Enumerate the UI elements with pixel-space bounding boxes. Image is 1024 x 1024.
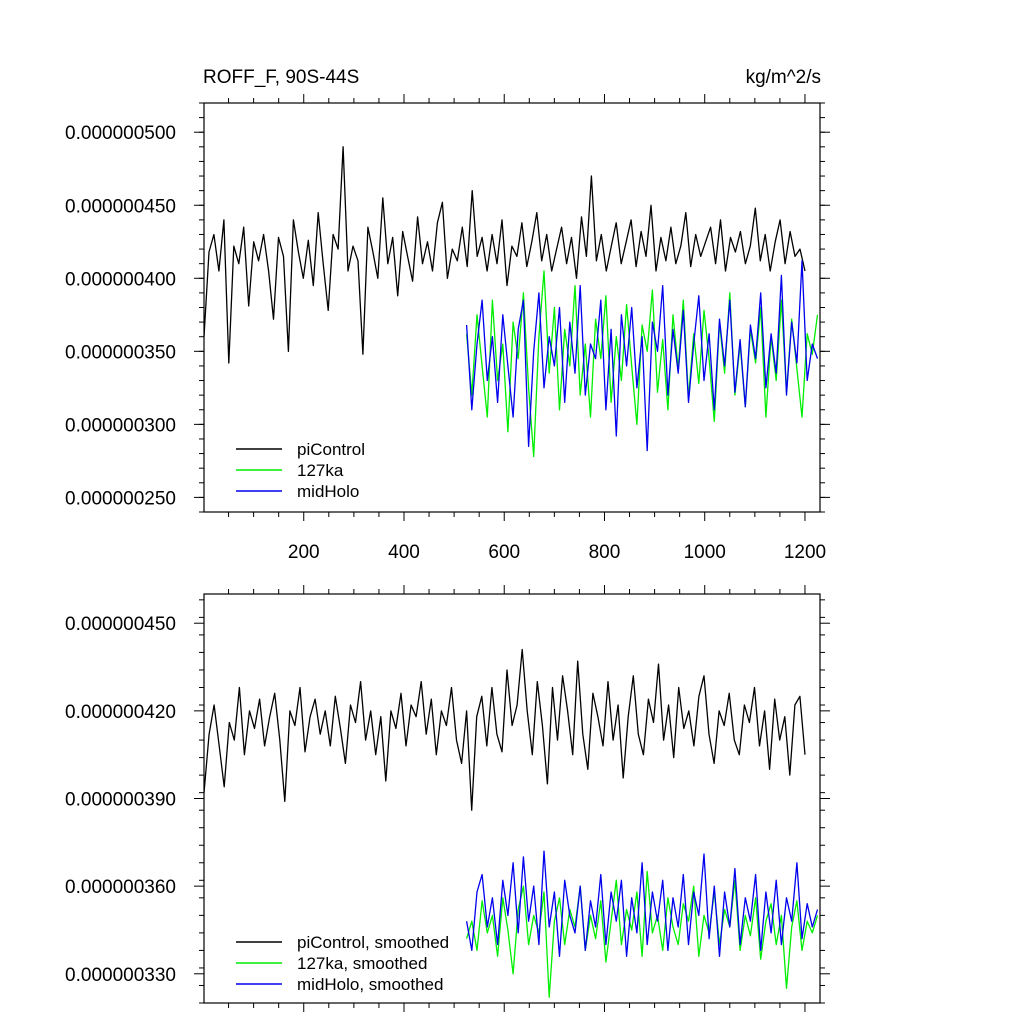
y-tick-label: 0.000000250 bbox=[65, 488, 176, 509]
y-tick-label: 0.000000390 bbox=[65, 790, 176, 811]
legend-label-picontrol: piControl bbox=[297, 440, 365, 459]
legend-label-midholo: midHolo bbox=[297, 482, 359, 501]
y-tick-label: 0.000000330 bbox=[65, 965, 176, 986]
x-tick-label: 200 bbox=[288, 542, 320, 563]
bottom-legend: piControl, smoothed 127ka, smoothed midHol… bbox=[236, 933, 449, 994]
series-line-127ka bbox=[465, 270, 819, 458]
legend-label-picontrol-smoothed: piControl, smoothed bbox=[297, 933, 449, 952]
top-legend: piControl 127ka midHolo bbox=[236, 440, 365, 501]
x-tick-label: 600 bbox=[488, 542, 520, 563]
series-line-picontrol-smoothed bbox=[203, 648, 806, 811]
y-tick-label: 0.000000400 bbox=[65, 269, 176, 290]
legend-label-127ka-smoothed: 127ka, smoothed bbox=[297, 954, 427, 973]
y-tick-label: 0.000000300 bbox=[65, 415, 176, 436]
legend-label-midholo-smoothed: midHolo, smoothed bbox=[297, 975, 443, 994]
y-tick-label: 0.000000500 bbox=[65, 123, 176, 144]
bottom-panel: 0.000000330 0.000000360 0.000000390 0.00000… bbox=[65, 585, 830, 1012]
y-tick-label: 0.000000420 bbox=[65, 702, 176, 723]
y-tick-label: 0.000000350 bbox=[65, 342, 176, 363]
bottom-series-layer bbox=[203, 648, 819, 998]
x-tick-label: 800 bbox=[589, 542, 621, 563]
x-tick-label: 400 bbox=[388, 542, 420, 563]
y-tick-label: 0.000000360 bbox=[65, 877, 176, 898]
top-plot-frame bbox=[203, 102, 821, 513]
y-tick-label: 0.000000450 bbox=[65, 196, 176, 217]
bottom-plot-frame bbox=[203, 593, 821, 1004]
panel-title-left: ROFF_F, 90S-44S bbox=[203, 67, 359, 88]
series-line-picontrol bbox=[203, 146, 806, 364]
panel-title-units: kg/m^2/s bbox=[746, 67, 821, 88]
series-line-midholo bbox=[465, 260, 819, 452]
legend-label-127ka: 127ka bbox=[297, 461, 344, 480]
top-tick-layer: 200 400 600 800 1000 1200 0.000000250 0.0000003… bbox=[65, 94, 830, 563]
x-tick-label: 1200 bbox=[784, 542, 826, 563]
series-line-midholo-smoothed bbox=[465, 850, 819, 957]
top-series-layer bbox=[203, 146, 819, 458]
bottom-tick-layer: 0.000000330 0.000000360 0.000000390 0.00000… bbox=[65, 585, 830, 1012]
y-tick-label: 0.000000450 bbox=[65, 614, 176, 635]
top-panel: ROFF_F, 90S-44S kg/m^2/s 200 400 600 800 100… bbox=[65, 67, 830, 563]
series-line-127ka-smoothed bbox=[465, 870, 819, 998]
x-tick-label: 1000 bbox=[684, 542, 726, 563]
